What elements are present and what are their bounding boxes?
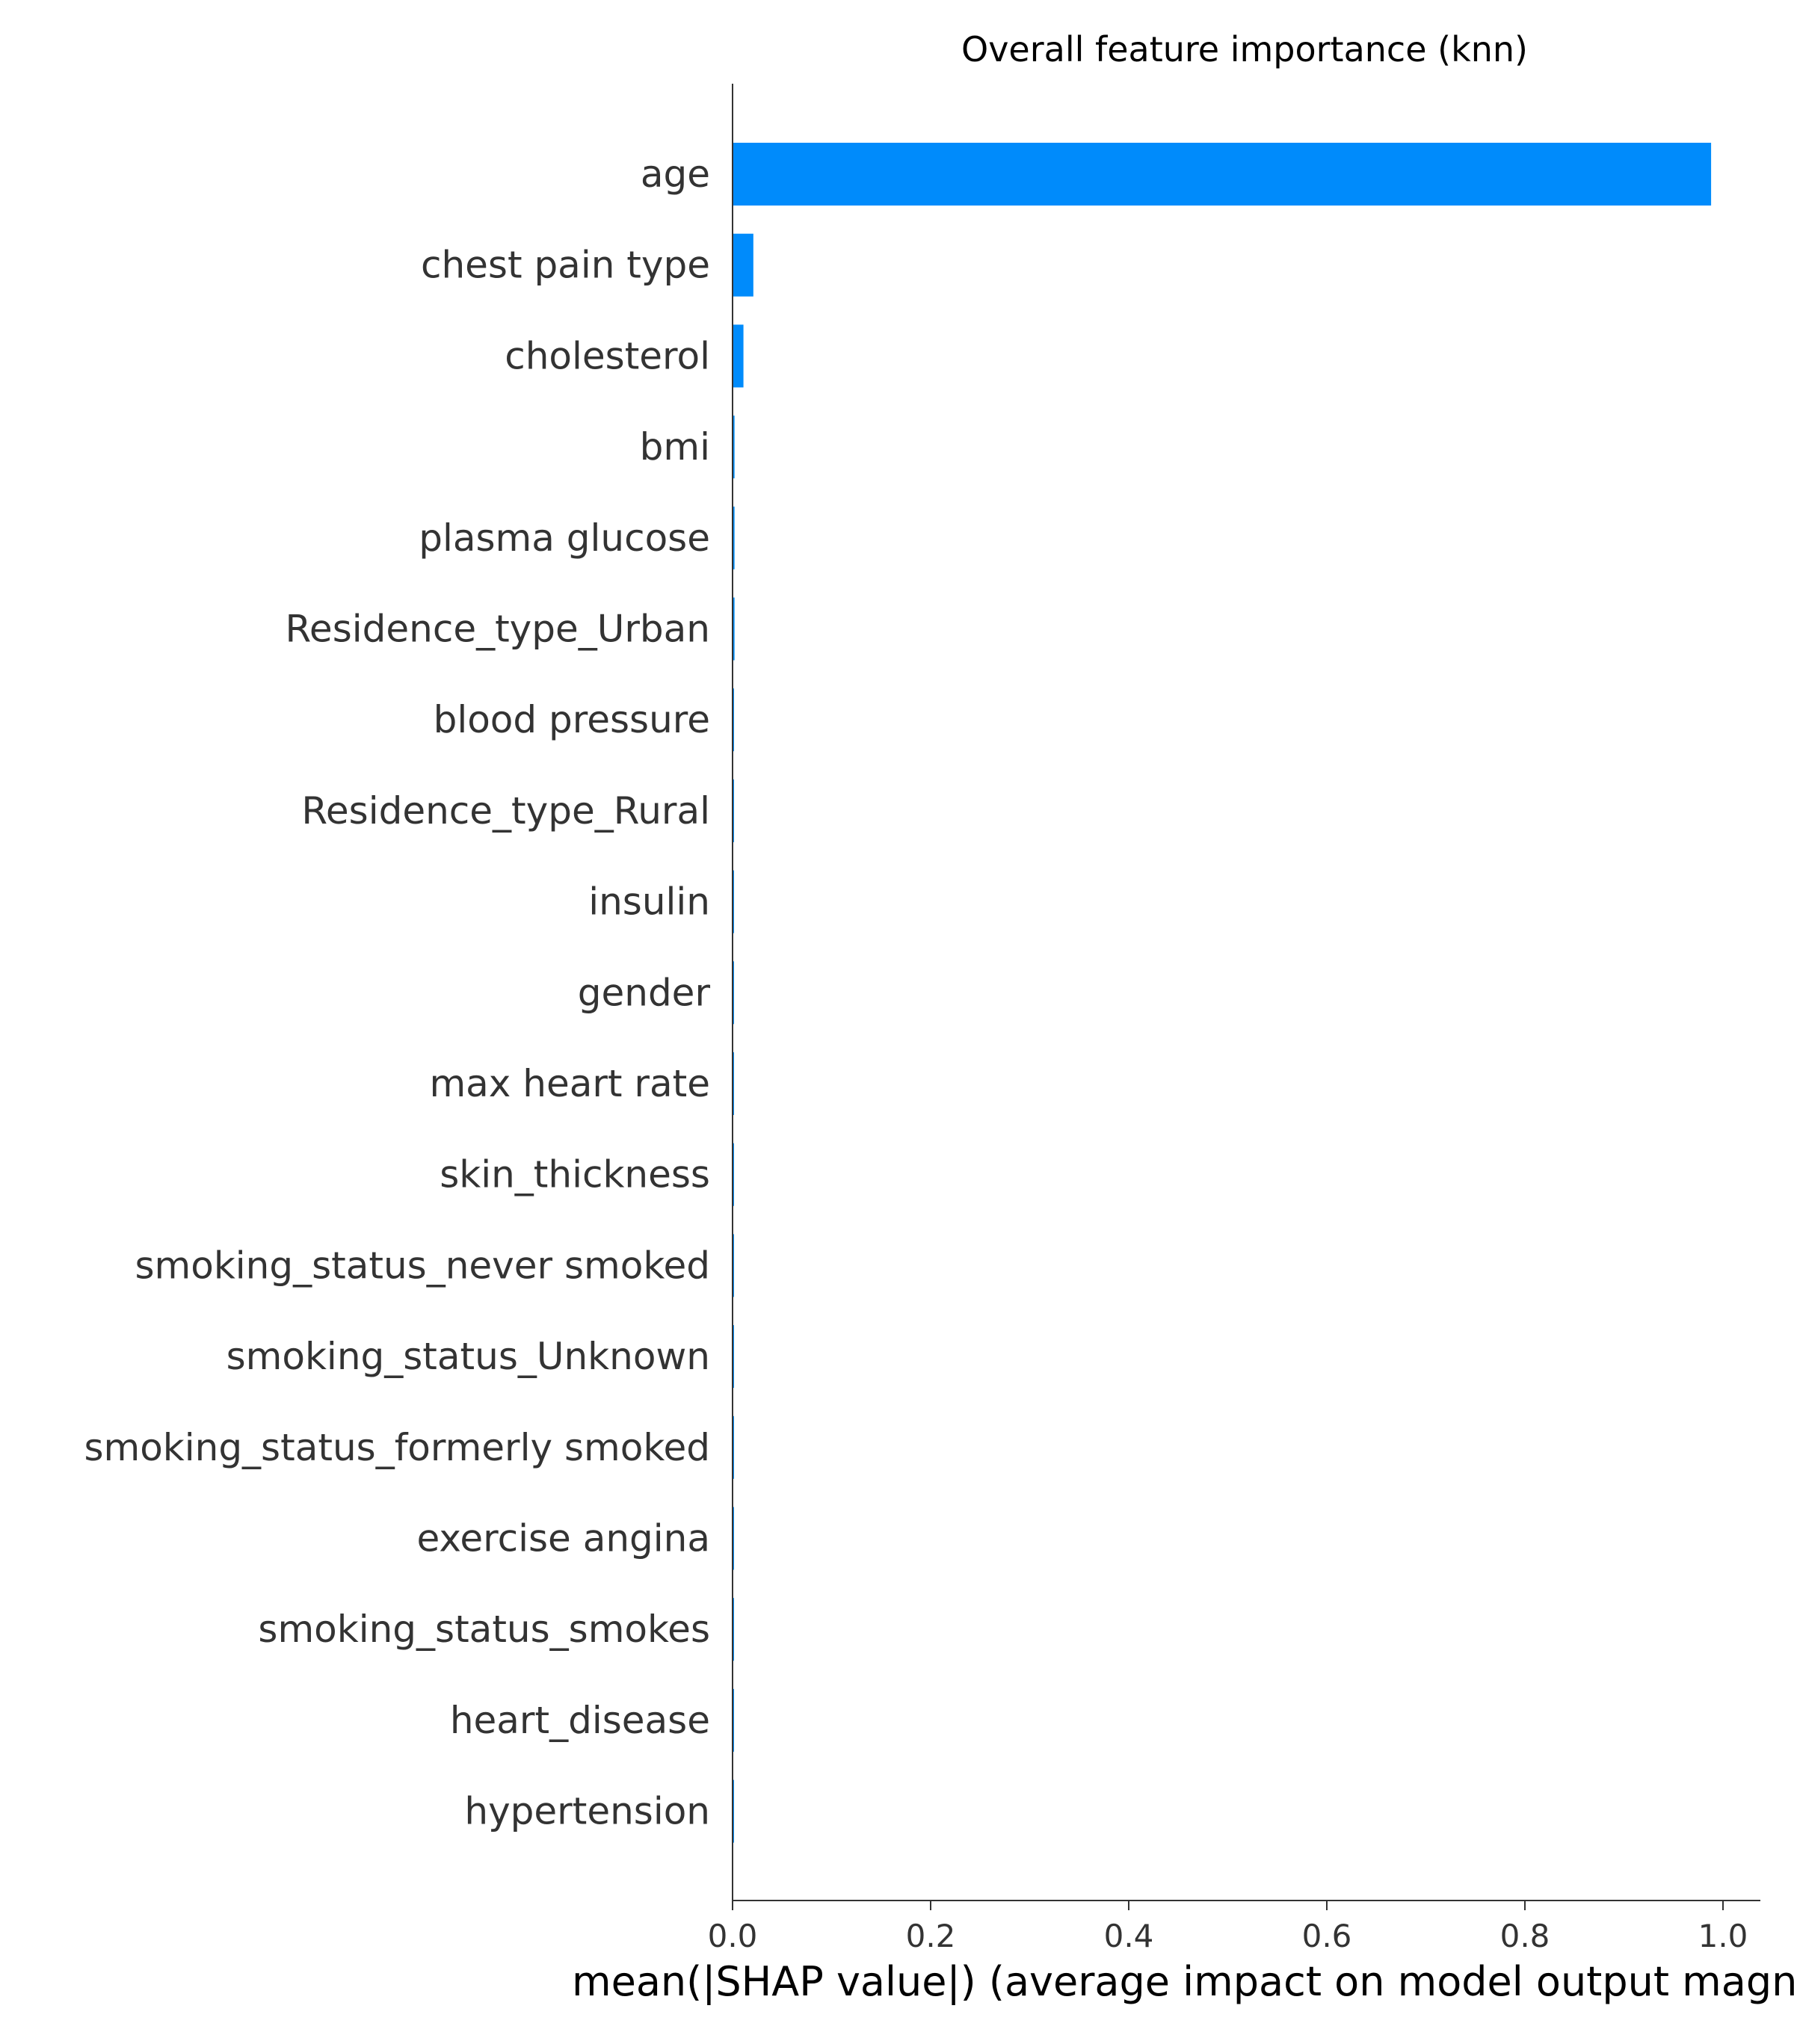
x-axis-label: mean(|SHAP value|) (average impact on mo… <box>572 1958 1794 2005</box>
x-tick-label-3: 0.6 <box>1302 1918 1352 1954</box>
y-tick-label-18: hypertension <box>464 1790 710 1833</box>
y-tick-label-2: cholesterol <box>505 334 710 377</box>
y-tick-label-14: smoking_status_formerly smoked <box>84 1426 710 1469</box>
y-tick-label-17: heart_disease <box>450 1699 710 1742</box>
y-tick-label-10: max heart rate <box>429 1062 710 1105</box>
bar-4 <box>733 506 735 569</box>
y-tick-label-15: exercise angina <box>416 1517 710 1560</box>
y-tick-label-1: chest pain type <box>421 244 710 287</box>
y-tick-label-3: bmi <box>640 425 710 469</box>
bar-5 <box>733 597 735 661</box>
y-tick-label-13: smoking_status_Unknown <box>226 1335 710 1378</box>
y-tick-label-16: smoking_status_smokes <box>258 1608 710 1651</box>
x-tick-label-2: 0.4 <box>1104 1918 1154 1954</box>
y-tick-label-8: insulin <box>588 880 710 924</box>
bar-2 <box>733 324 744 388</box>
x-tick-label-4: 0.8 <box>1500 1918 1550 1954</box>
y-tick-label-11: skin_thickness <box>440 1153 710 1197</box>
x-tick-label-5: 1.0 <box>1698 1918 1748 1954</box>
bar-1 <box>733 233 753 297</box>
y-tick-labels: age chest pain type cholesterol bmi plasma g… <box>84 152 710 1833</box>
y-tick-label-4: plasma glucose <box>419 516 710 560</box>
x-tick-label-0: 0.0 <box>708 1918 758 1954</box>
y-tick-label-6: blood pressure <box>434 698 710 741</box>
bar-0 <box>733 143 1712 206</box>
bars-layer <box>733 143 1712 1843</box>
y-tick-label-9: gender <box>578 971 711 1014</box>
y-tick-label-5: Residence_type_Urban <box>285 608 710 651</box>
y-tick-label-0: age <box>641 152 710 196</box>
y-tick-label-12: smoking_status_never smoked <box>135 1244 710 1287</box>
x-tick-label-1: 0.2 <box>906 1918 956 1954</box>
x-ticks: 0.0 0.2 0.4 0.6 0.8 1.0 <box>708 1901 1748 1954</box>
bar-3 <box>733 416 735 479</box>
y-tick-label-7: Residence_type_Rural <box>301 789 710 833</box>
chart-title: Overall feature importance (knn) <box>961 29 1528 70</box>
